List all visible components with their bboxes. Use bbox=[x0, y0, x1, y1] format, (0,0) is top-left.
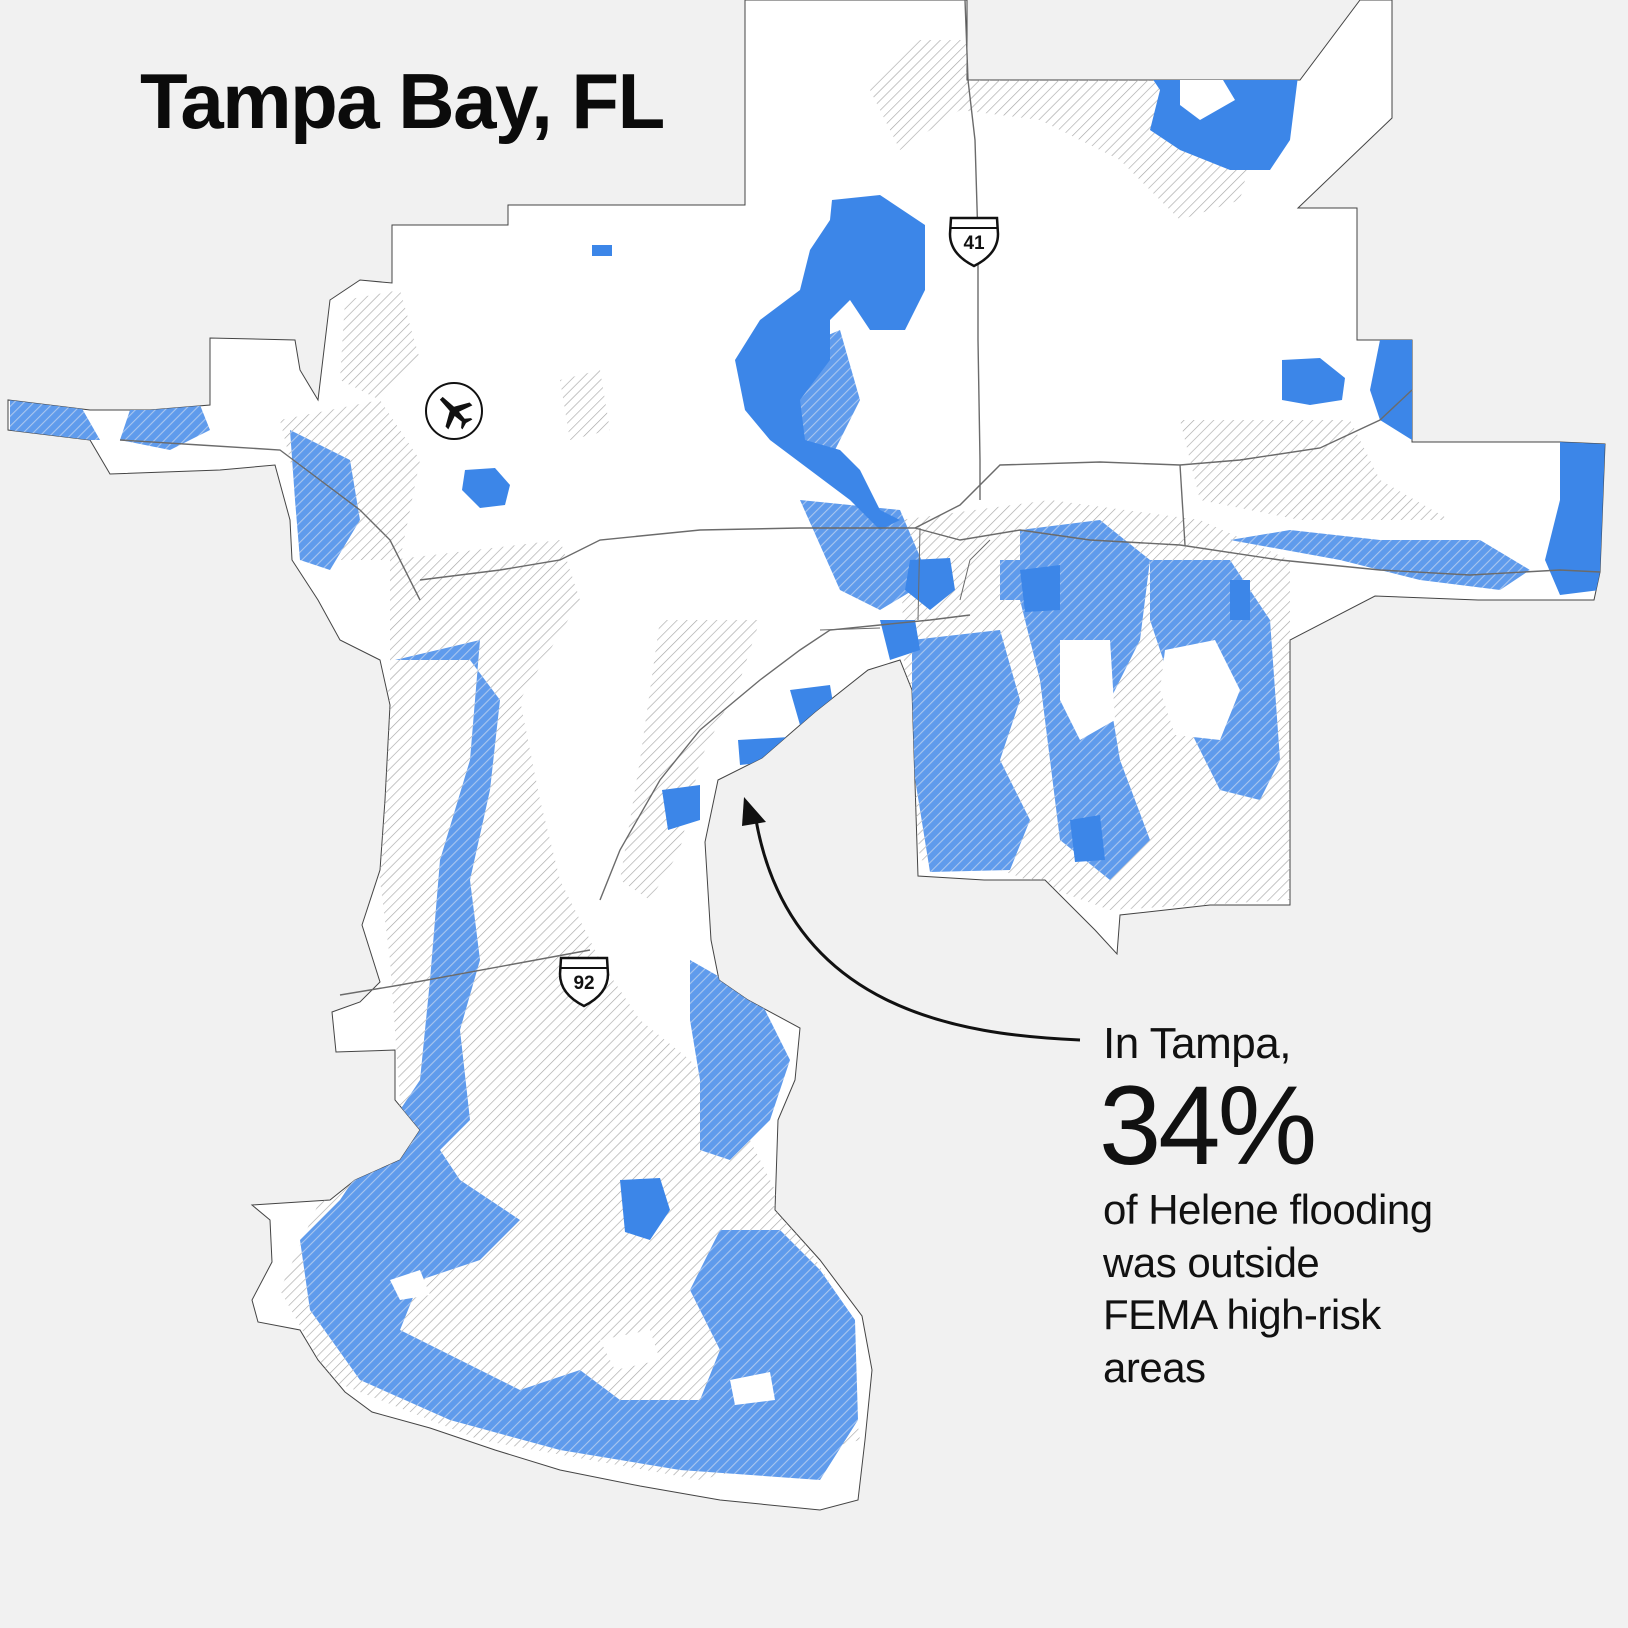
callout-intro: In Tampa, bbox=[1103, 1019, 1291, 1068]
road-crosstown bbox=[599, 614, 971, 901]
interstate-92-label: 92 bbox=[573, 973, 594, 994]
highway-roads-secondary bbox=[819, 527, 991, 631]
flood-stat-callout: In Tampa, 34% of Helene flooding was out… bbox=[1099, 1019, 1583, 1394]
dry-land-patches bbox=[390, 75, 1240, 1405]
callout-line-3: FEMA high-risk bbox=[1103, 1291, 1381, 1339]
interstate-shield-92: 92 bbox=[558, 956, 610, 1008]
interstate-41-label: 41 bbox=[963, 233, 985, 254]
road-i4-east bbox=[914, 527, 1601, 576]
callout-line-4: areas bbox=[1103, 1343, 1206, 1391]
road-east-connector bbox=[1179, 464, 1186, 546]
highway-roads bbox=[119, 0, 1601, 996]
road-i275-east-west bbox=[419, 389, 1413, 581]
flood-layers bbox=[10, 0, 1605, 1480]
callout-line-2: was outside bbox=[1103, 1238, 1320, 1286]
callout-percent: 34% bbox=[1099, 1063, 1317, 1189]
map-title: Tampa Bay, FL bbox=[140, 57, 665, 145]
callout-arrow bbox=[742, 797, 1081, 1042]
callout-line-1: of Helene flooding bbox=[1103, 1186, 1433, 1234]
road-selmon bbox=[339, 949, 591, 996]
interstate-shield-41: 41 bbox=[948, 216, 1000, 268]
road-west bbox=[119, 439, 421, 601]
airplane-icon bbox=[425, 382, 483, 440]
